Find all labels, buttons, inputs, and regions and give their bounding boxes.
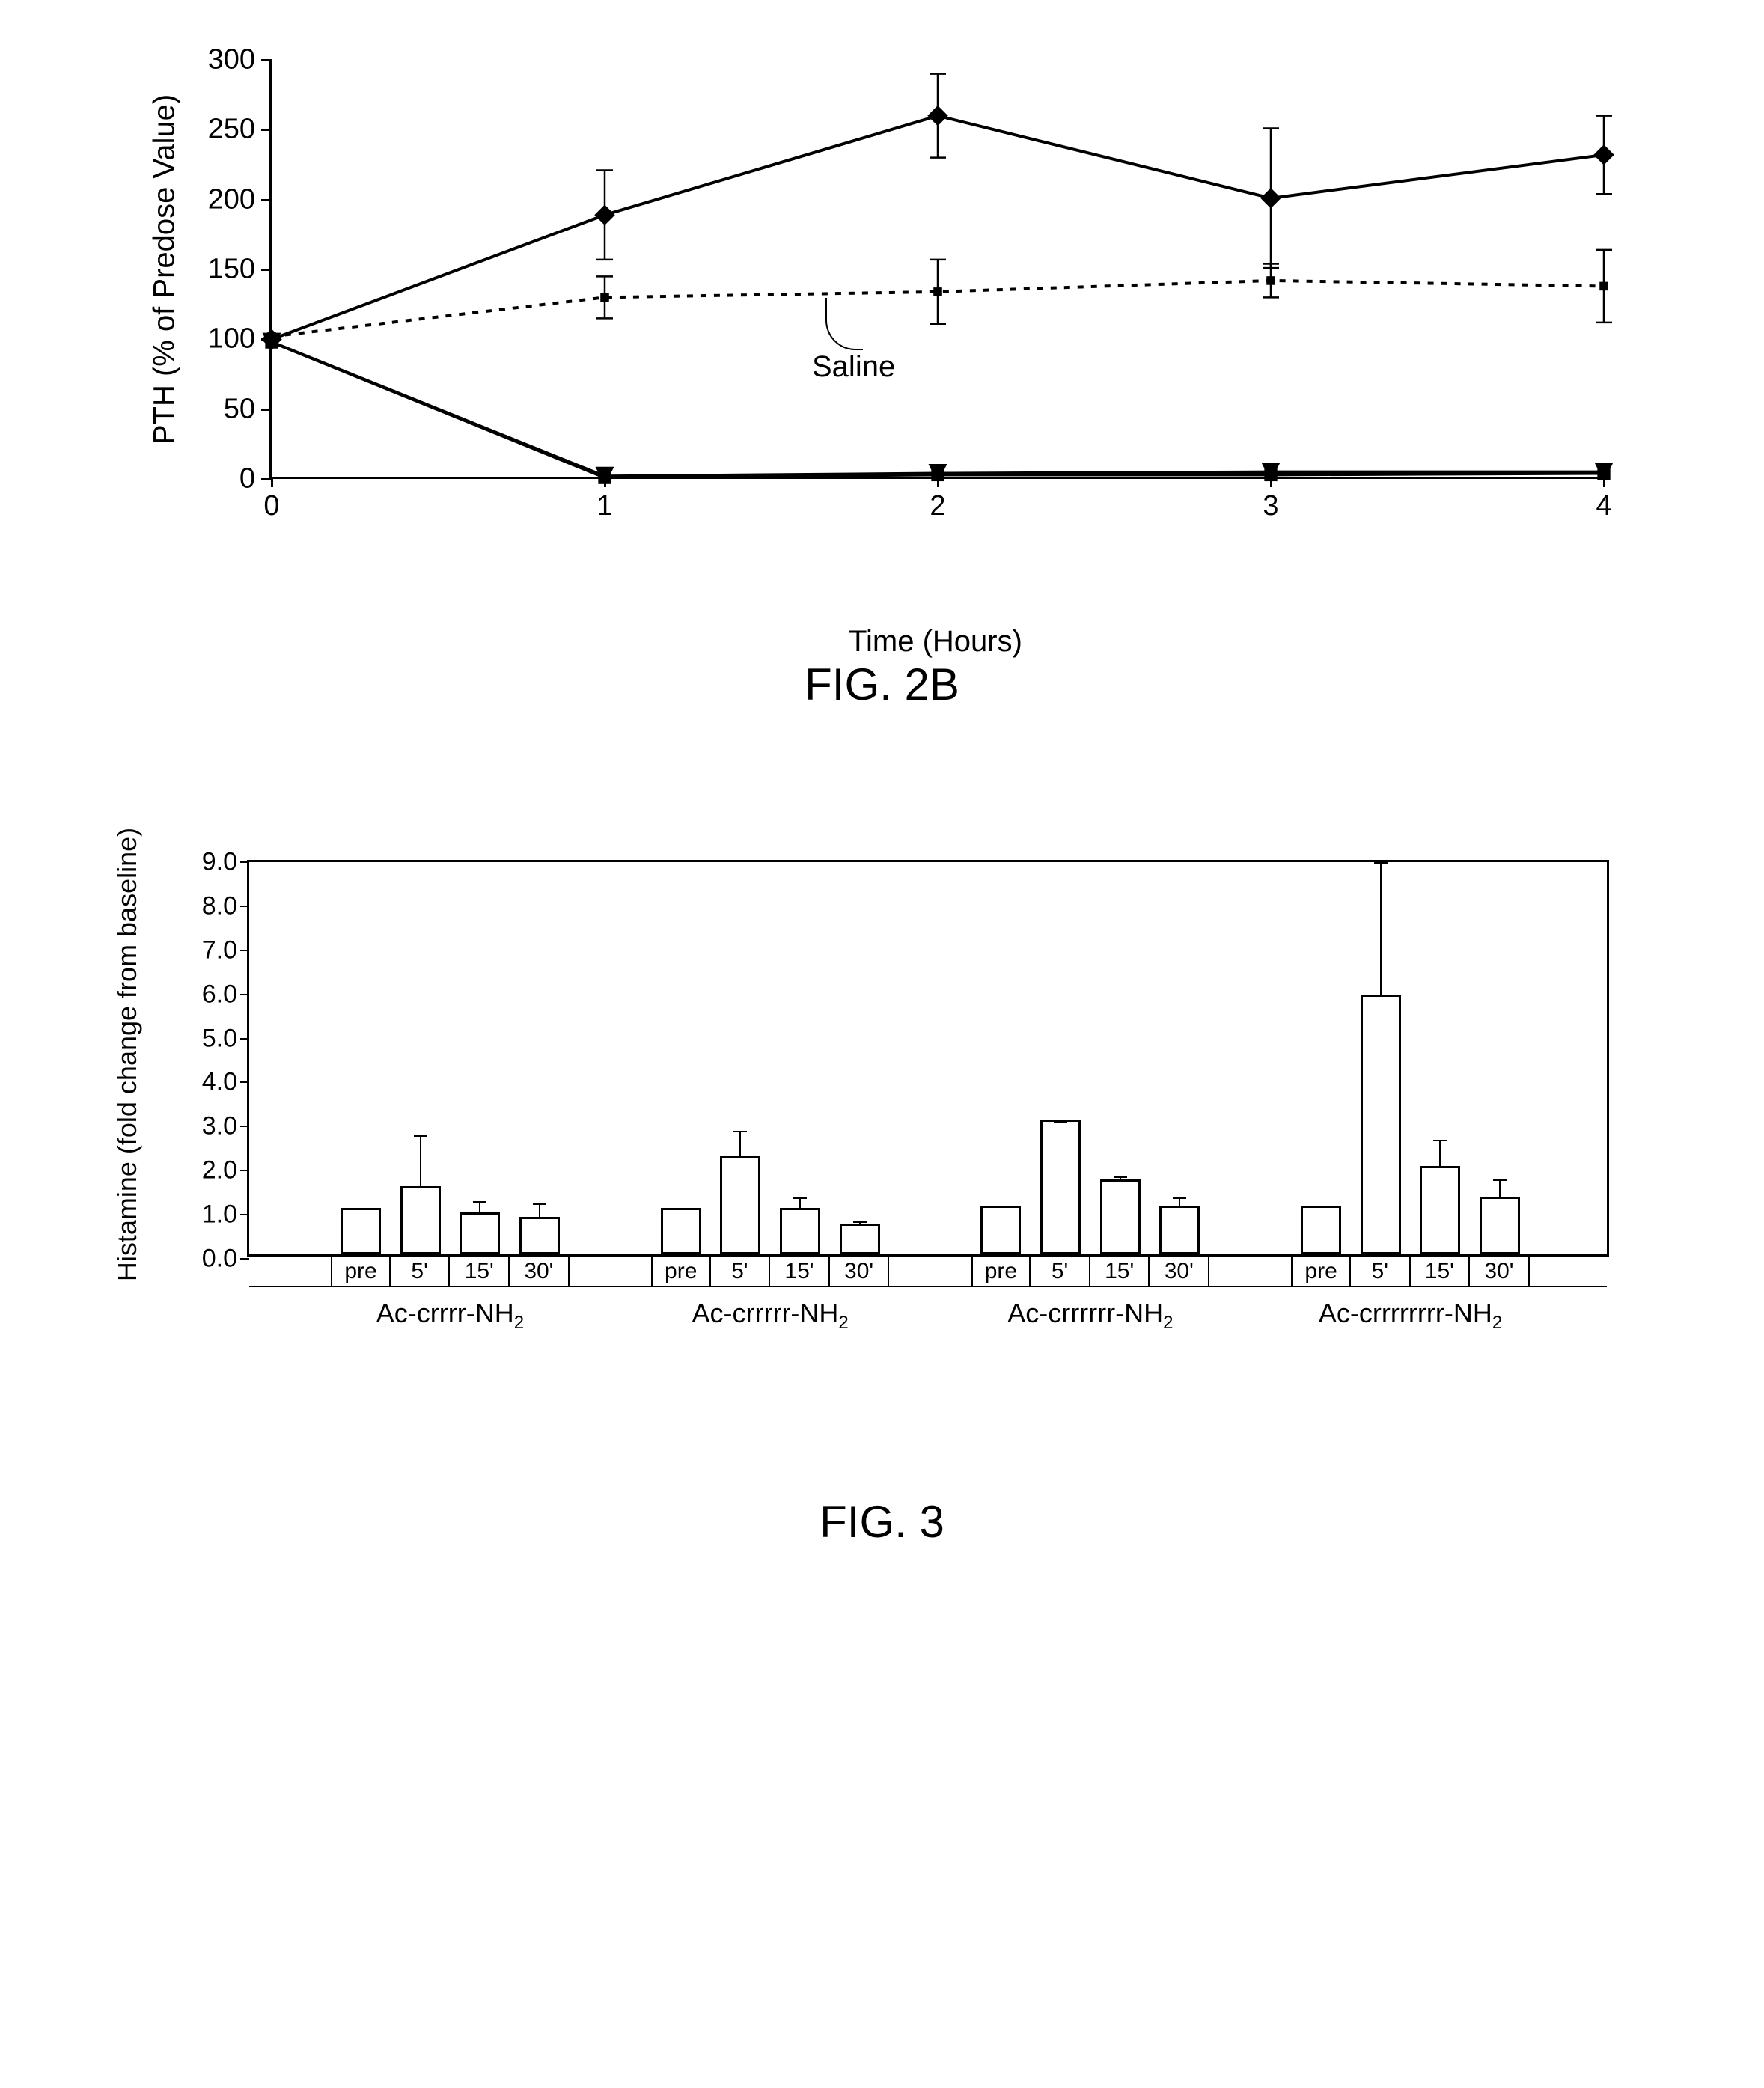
bar-x-label: 5'	[1031, 1254, 1090, 1287]
bar-group-label: Ac-crrrrrrrr-NH2	[1319, 1298, 1502, 1334]
bar-y-tick	[240, 1214, 249, 1215]
bar-y-tick-label: 5.0	[202, 1024, 237, 1053]
bar-group-label: Ac-crrrr-NH2	[376, 1298, 524, 1334]
y-tick	[261, 409, 272, 411]
bar-y-tick	[240, 1170, 249, 1171]
bar-y-tick-label: 6.0	[202, 980, 237, 1009]
bar	[840, 1224, 880, 1254]
bar-y-tick-label: 2.0	[202, 1156, 237, 1185]
x-tick	[604, 477, 606, 487]
figure-caption: FIG. 3	[45, 1496, 1719, 1548]
y-tick	[261, 129, 272, 131]
bar-x-label: pre	[651, 1254, 711, 1287]
bar-plot-area: 0.01.02.03.04.05.06.07.08.09.0pre5'15'30…	[247, 860, 1609, 1257]
x-tick	[1603, 477, 1605, 487]
bar	[980, 1206, 1021, 1254]
bar-group-label: Ac-crrrrr-NH2	[692, 1298, 848, 1334]
y-tick	[261, 269, 272, 271]
y-tick	[261, 338, 272, 341]
y-tick-label: 50	[224, 393, 255, 425]
line-chart-svg	[272, 60, 1602, 477]
bar-y-tick	[240, 1258, 249, 1260]
y-axis-title: PTH (% of Predose Value)	[148, 94, 182, 445]
bar	[661, 1208, 701, 1254]
bar-x-label: 5'	[711, 1254, 771, 1287]
x-tick	[271, 477, 273, 487]
y-tick-label: 100	[208, 323, 255, 355]
bar-y-tick-label: 4.0	[202, 1068, 237, 1097]
bar	[460, 1212, 500, 1254]
y-tick-label: 250	[208, 114, 255, 146]
bar-chart: Histamine (fold change from baseline) 0.…	[105, 845, 1639, 1384]
x-tick-label: 4	[1596, 490, 1611, 522]
bar-x-label: 30'	[1150, 1254, 1209, 1287]
bar-y-tick-label: 8.0	[202, 891, 237, 921]
bar-y-axis-title: Histamine (fold change from baseline)	[112, 828, 143, 1281]
figure-2b: PTH (% of Predose Value) 050100150200250…	[45, 45, 1719, 710]
bar-x-label: 15'	[450, 1254, 510, 1287]
bar-y-tick-label: 3.0	[202, 1112, 237, 1141]
bar	[519, 1217, 560, 1254]
bar-y-tick-label: 0.0	[202, 1245, 237, 1274]
bar	[1040, 1120, 1081, 1254]
figure-caption: FIG. 2B	[45, 659, 1719, 710]
bar	[400, 1186, 441, 1254]
y-tick-label: 0	[239, 463, 255, 495]
y-tick	[261, 199, 272, 201]
bar	[341, 1208, 381, 1254]
y-tick	[261, 478, 272, 480]
bar-x-label: 15'	[1411, 1254, 1471, 1287]
bar-y-tick-label: 9.0	[202, 848, 237, 877]
y-tick-label: 200	[208, 183, 255, 216]
y-tick-label: 150	[208, 254, 255, 286]
bar-group-label: Ac-crrrrrr-NH2	[1007, 1298, 1173, 1334]
saline-annotation: Saline	[812, 350, 895, 384]
bar-x-label: 5'	[391, 1254, 451, 1287]
bar-y-tick-label: 7.0	[202, 935, 237, 965]
bar-x-label: 30'	[830, 1254, 890, 1287]
bar-y-tick	[240, 950, 249, 951]
x-axis-title: Time (Hours)	[849, 625, 1022, 659]
bar-y-tick	[240, 861, 249, 863]
bar-x-label: pre	[331, 1254, 391, 1287]
bar	[780, 1208, 820, 1254]
x-tick-label: 3	[1263, 490, 1278, 522]
line-chart: PTH (% of Predose Value) 050100150200250…	[135, 45, 1632, 569]
bar	[1100, 1179, 1141, 1254]
bar	[1301, 1206, 1341, 1254]
bar	[1480, 1197, 1520, 1254]
bar	[720, 1156, 760, 1255]
y-tick-label: 300	[208, 44, 255, 76]
figure-3: Histamine (fold change from baseline) 0.…	[45, 845, 1719, 1548]
bar-y-tick	[240, 994, 249, 995]
bar-x-label: 30'	[510, 1254, 570, 1287]
bar-y-tick	[240, 1126, 249, 1127]
bar-x-label: pre	[1291, 1254, 1351, 1287]
bar-y-tick-label: 1.0	[202, 1200, 237, 1230]
x-tick-label: 1	[596, 490, 612, 522]
bar-x-label: 5'	[1351, 1254, 1411, 1287]
bar-y-tick	[240, 1038, 249, 1040]
x-tick-label: 2	[930, 490, 945, 522]
bar-x-label: 15'	[1090, 1254, 1150, 1287]
bar	[1361, 995, 1401, 1254]
y-tick	[261, 59, 272, 61]
bar	[1420, 1166, 1460, 1254]
x-tick-label: 0	[263, 490, 279, 522]
bar-y-tick	[240, 1081, 249, 1083]
bar-y-tick	[240, 906, 249, 907]
x-tick	[937, 477, 939, 487]
bar-x-label: 30'	[1470, 1254, 1530, 1287]
bar-x-label: 15'	[770, 1254, 830, 1287]
plot-area: 05010015020025030001234Saline	[269, 60, 1602, 479]
x-tick	[1270, 477, 1272, 487]
bar-x-label: pre	[971, 1254, 1031, 1287]
bar	[1159, 1206, 1200, 1254]
